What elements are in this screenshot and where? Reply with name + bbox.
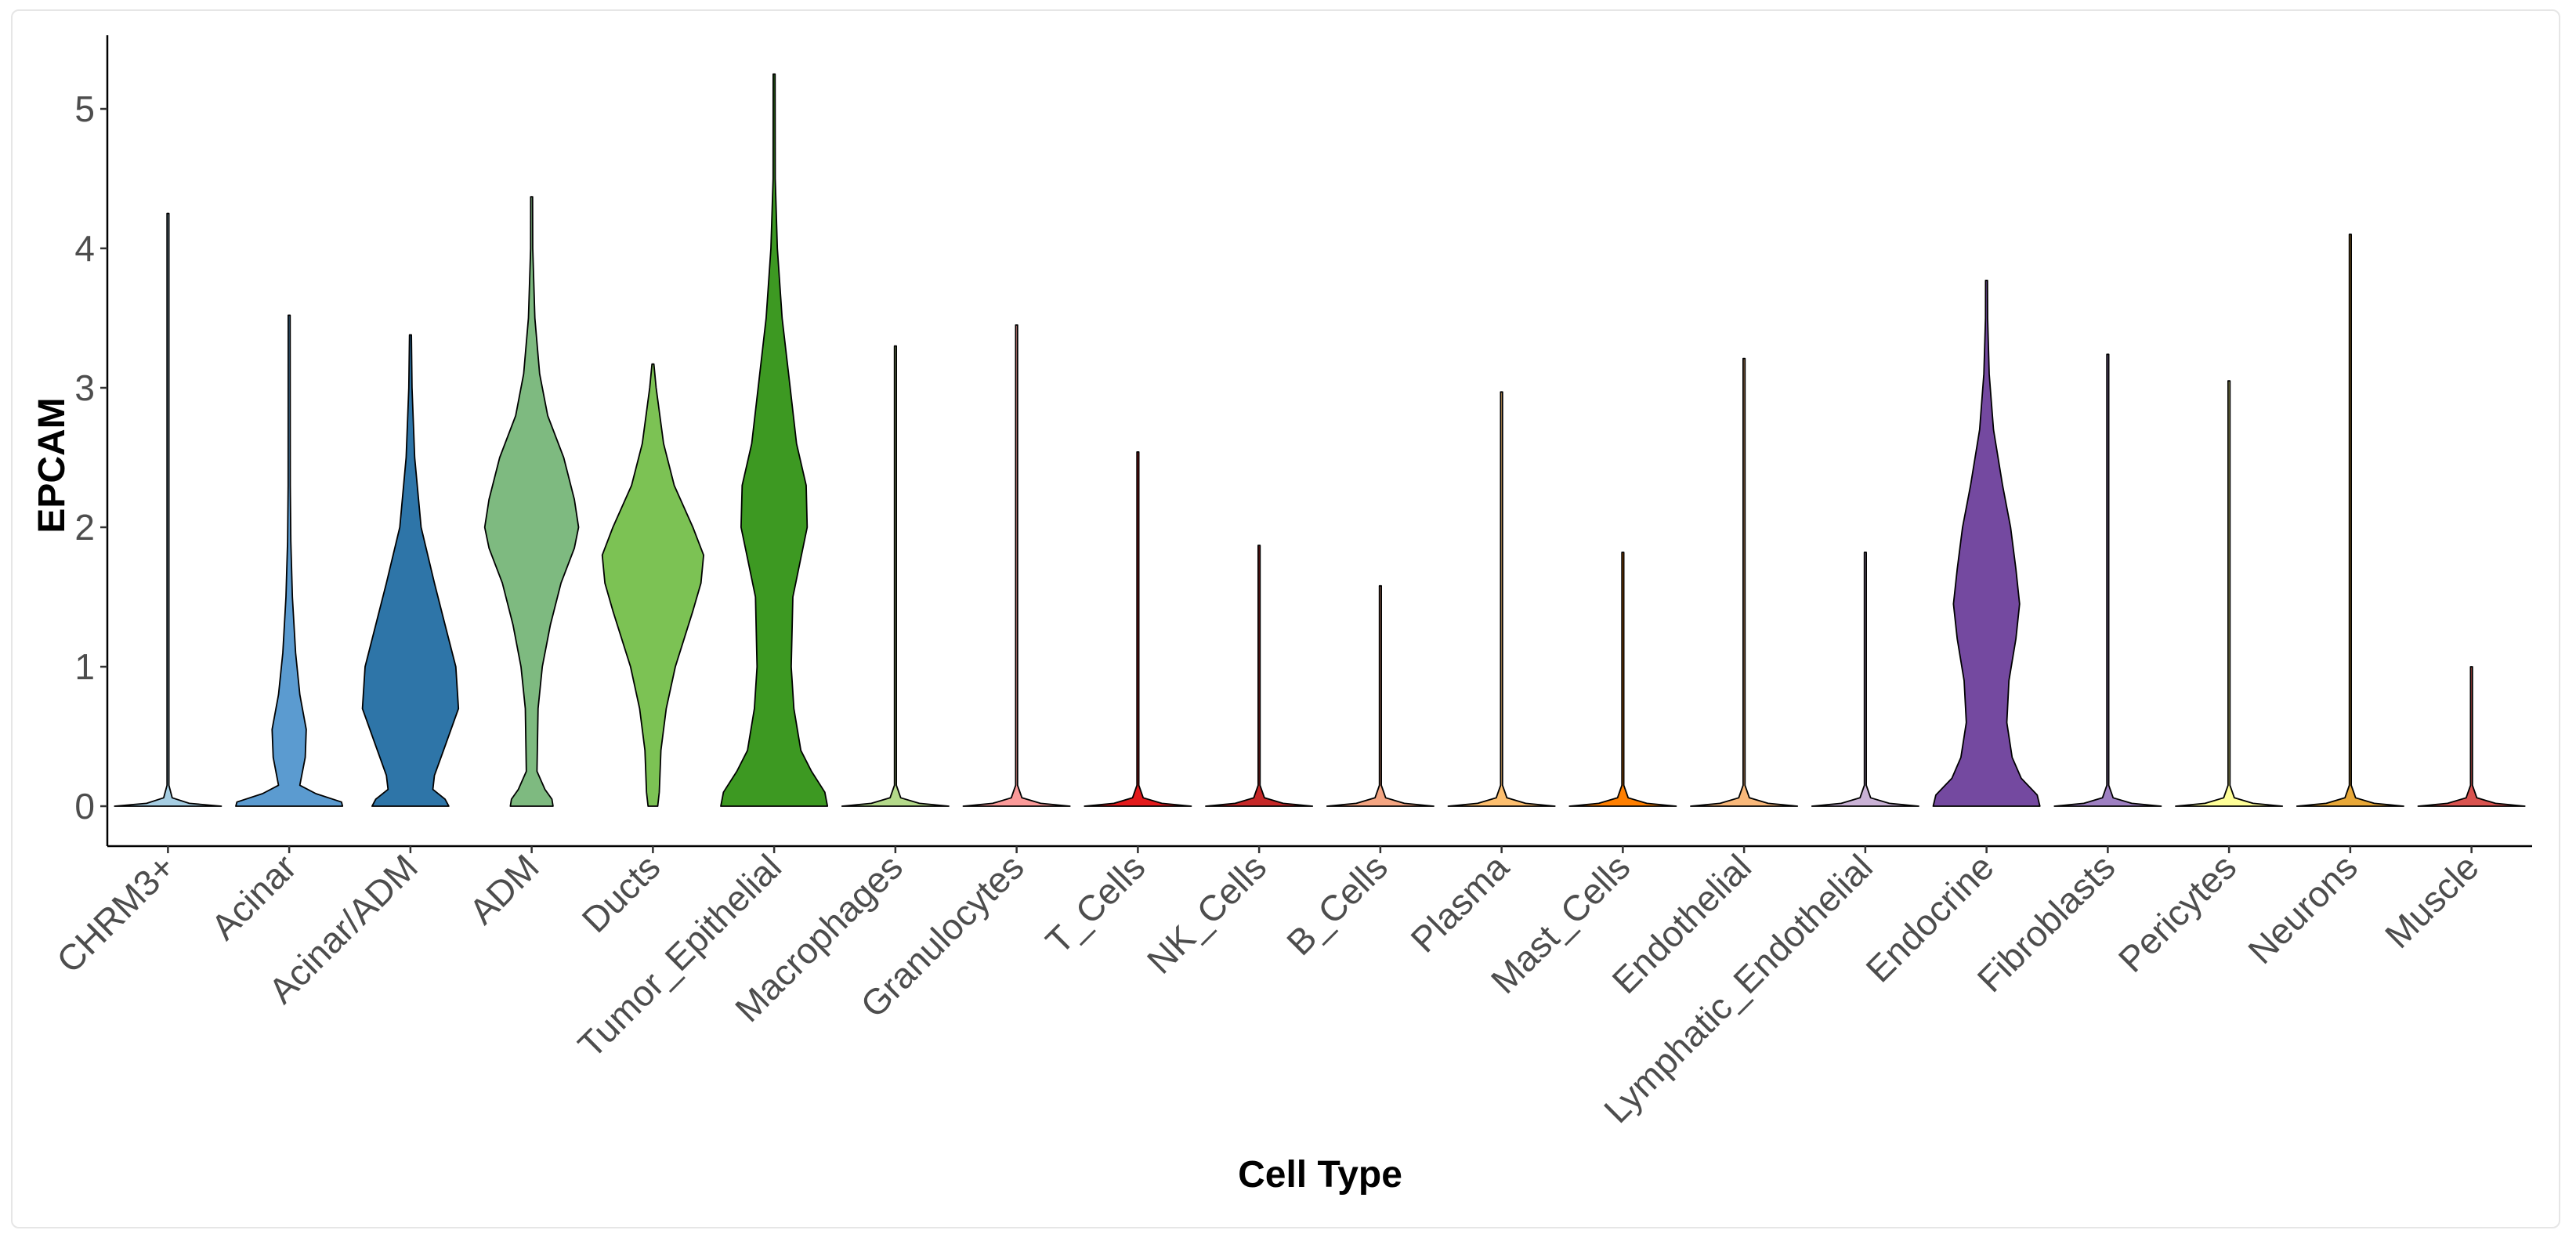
violin-pericytes bbox=[2175, 380, 2284, 807]
x-axis-title: Cell Type bbox=[1238, 1154, 1402, 1196]
violin-b-cells bbox=[1326, 584, 1435, 807]
violin-fibroblasts bbox=[2053, 353, 2162, 807]
violin-neurons bbox=[2296, 233, 2404, 807]
y-tick-label: 0 bbox=[74, 786, 95, 827]
violin-muscle bbox=[2417, 666, 2526, 807]
violin-lymphatic-endothelial bbox=[1811, 552, 1919, 807]
x-tick-label: Acinar bbox=[203, 846, 304, 947]
violin-granulocytes bbox=[962, 324, 1071, 807]
x-tick-label: NK_Cells bbox=[1139, 846, 1274, 981]
violin-endothelial bbox=[1690, 357, 1799, 807]
x-tick-label: CHRM3+ bbox=[49, 846, 183, 980]
y-tick-label: 5 bbox=[74, 89, 95, 129]
violin-chrm3- bbox=[114, 212, 223, 807]
violin-mast-cells bbox=[1568, 552, 1677, 807]
x-tick-label: B_Cells bbox=[1279, 846, 1395, 963]
violin-tumor-epithelial bbox=[720, 73, 829, 807]
violin-macrophages bbox=[841, 345, 950, 807]
x-tick-label: ADM bbox=[461, 846, 547, 932]
violin-acinar bbox=[235, 314, 344, 807]
violin-nk-cells bbox=[1205, 545, 1314, 807]
violin-acinar-adm bbox=[361, 334, 460, 807]
violin-adm bbox=[483, 196, 580, 807]
violin-plasma bbox=[1447, 391, 1556, 807]
y-axis-title: EPCAM bbox=[31, 397, 73, 533]
y-tick-label: 3 bbox=[74, 367, 95, 408]
violin-ducts bbox=[601, 363, 704, 807]
x-tick-label: T_Cells bbox=[1037, 846, 1152, 961]
x-tick-label: Tumor_Epithelial bbox=[570, 846, 790, 1066]
violin-t-cells bbox=[1084, 451, 1192, 807]
y-tick-label: 1 bbox=[74, 646, 95, 687]
x-tick-label: Neurons bbox=[2240, 846, 2365, 971]
x-tick-label: Ducts bbox=[574, 846, 668, 940]
violins-layer bbox=[114, 73, 2526, 807]
violin-endocrine bbox=[1932, 280, 2041, 807]
x-tick-label: Muscle bbox=[2377, 846, 2487, 956]
y-tick-label: 2 bbox=[74, 507, 95, 548]
x-tick-label: Pericytes bbox=[2111, 846, 2245, 980]
x-tick-label: Plasma bbox=[1402, 846, 1517, 961]
y-tick-label: 4 bbox=[74, 228, 95, 269]
